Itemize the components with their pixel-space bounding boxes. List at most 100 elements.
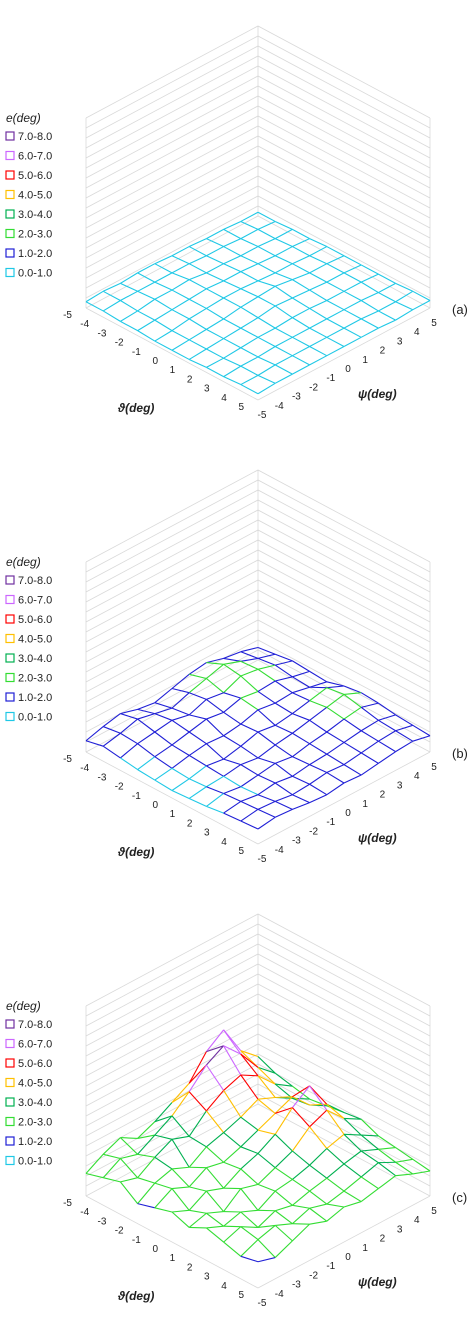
surface-edge	[120, 1177, 138, 1183]
surface-edge	[257, 774, 276, 784]
surface-edge	[292, 686, 310, 694]
surface-edge	[274, 702, 293, 715]
legend-swatch	[5, 1077, 15, 1088]
surface-edge	[240, 1239, 259, 1257]
surface-edge	[378, 1135, 396, 1149]
surface-edge	[240, 1188, 259, 1211]
surface-edge	[309, 1164, 328, 1179]
surface-edge	[171, 1139, 190, 1168]
surface-edge	[171, 1188, 190, 1211]
legend-label: 2.0-3.0	[18, 1117, 52, 1129]
legend-swatch	[5, 594, 15, 605]
surface-edge	[137, 702, 155, 710]
theta-tick-label: -3	[97, 328, 106, 339]
theta-axis-line	[85, 1195, 259, 1289]
surface-edge	[154, 707, 173, 715]
surface-edge	[171, 263, 190, 274]
psi-tick-label: 4	[414, 771, 420, 782]
surface-edge	[257, 653, 276, 659]
surface-edge	[257, 1075, 276, 1085]
theta-tick-label: -4	[80, 763, 89, 774]
surface-edge	[120, 1137, 138, 1155]
surface-edge	[188, 662, 207, 675]
surface-edge	[120, 300, 138, 312]
surface-edge	[412, 735, 431, 742]
surface-edge	[291, 1107, 311, 1128]
surface-edge	[274, 732, 293, 746]
surface-edge	[85, 301, 104, 312]
surface-edge	[206, 1132, 224, 1148]
surface-edge	[171, 714, 190, 721]
surface-edge	[137, 1182, 156, 1204]
surface-edge	[257, 211, 276, 222]
surface-edge	[206, 805, 224, 814]
surface-edge	[378, 310, 396, 321]
surface-edge	[378, 719, 396, 732]
surface-edge	[274, 1096, 293, 1114]
surface-edge	[240, 675, 259, 692]
surface-edge	[343, 1201, 362, 1208]
theta-axis-title: ϑ(deg)	[117, 845, 154, 859]
surface-edge	[240, 365, 259, 376]
surface-edge	[292, 1190, 310, 1206]
surface-edge	[137, 731, 156, 745]
surface-edge	[378, 301, 396, 312]
surface-edge	[188, 1190, 207, 1211]
surface-edge	[102, 290, 121, 301]
surface-edge	[292, 355, 310, 366]
surface-edge	[257, 690, 276, 704]
psi-tick-label: -5	[258, 854, 267, 865]
surface-edge	[103, 726, 121, 734]
legend-swatch	[5, 614, 15, 624]
surface-edge	[257, 336, 276, 347]
surface-edge	[240, 1209, 259, 1213]
legend-swatch	[5, 228, 15, 239]
surface-edge	[188, 307, 207, 320]
legend-swatch	[5, 692, 15, 702]
surface-edge	[206, 698, 224, 713]
theta-tick-label: 2	[187, 374, 193, 385]
surface-edge	[154, 289, 173, 300]
surface-edge	[343, 255, 362, 266]
surface-edge	[223, 263, 242, 273]
surface-edge	[137, 756, 156, 771]
surface-edge	[343, 264, 362, 274]
legend-title: e(deg)	[6, 555, 41, 569]
surface-edge	[275, 660, 293, 666]
surface-edge	[206, 657, 224, 664]
theta-tick-label: -3	[97, 772, 106, 783]
surface-edge	[137, 1153, 155, 1158]
surface-edge	[274, 220, 293, 230]
surface-edge	[309, 281, 328, 291]
surface-edge	[240, 1226, 259, 1228]
psi-tick-label: -3	[292, 392, 301, 403]
surface-edge	[378, 1162, 396, 1177]
surface-edge	[137, 718, 156, 733]
surface-edge	[292, 676, 310, 688]
surface-edge	[343, 685, 362, 694]
surface-edge	[171, 1115, 190, 1137]
legend-label: 1.0-2.0	[18, 248, 52, 260]
surface-edge	[223, 812, 242, 822]
surface-edge	[309, 336, 328, 347]
surface-edge	[378, 1175, 396, 1190]
surface-edge	[291, 1085, 311, 1108]
surface-wireframe	[85, 646, 431, 830]
panel-label: (c)	[452, 1190, 467, 1205]
legend-label: 6.0-7.0	[18, 151, 52, 163]
surface-edge	[223, 1188, 242, 1212]
surface-edge	[412, 290, 431, 301]
psi-axis-title: ψ(deg)	[358, 831, 397, 845]
surface-edge	[205, 1064, 225, 1091]
surface-edge	[309, 327, 328, 338]
surface-edge	[223, 1161, 241, 1170]
legend-swatch	[5, 170, 15, 180]
surface-edge	[292, 775, 310, 785]
surface-edge	[188, 255, 207, 265]
surface-edge	[223, 786, 241, 794]
theta-tick-label: -3	[97, 1216, 106, 1227]
surface-edge	[154, 1134, 173, 1140]
surface-edge	[206, 280, 224, 290]
surface-edge	[223, 651, 241, 659]
